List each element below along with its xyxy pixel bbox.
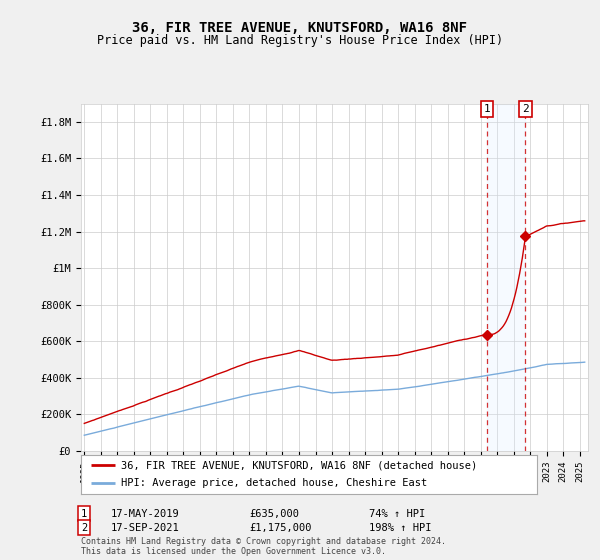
Text: HPI: Average price, detached house, Cheshire East: HPI: Average price, detached house, Ches… [121, 478, 427, 488]
Text: 17-MAY-2019: 17-MAY-2019 [111, 508, 180, 519]
Text: 74% ↑ HPI: 74% ↑ HPI [369, 508, 425, 519]
Bar [487, 104, 526, 451]
Text: Price paid vs. HM Land Registry's House Price Index (HPI): Price paid vs. HM Land Registry's House … [97, 34, 503, 47]
Text: 2: 2 [522, 104, 529, 114]
Text: 17-SEP-2021: 17-SEP-2021 [111, 522, 180, 533]
Text: 1: 1 [484, 104, 490, 114]
Text: 198% ↑ HPI: 198% ↑ HPI [369, 522, 431, 533]
Text: £635,000: £635,000 [249, 508, 299, 519]
Text: £1,175,000: £1,175,000 [249, 522, 311, 533]
Text: 36, FIR TREE AVENUE, KNUTSFORD, WA16 8NF (detached house): 36, FIR TREE AVENUE, KNUTSFORD, WA16 8NF… [121, 460, 478, 470]
Text: 2: 2 [81, 522, 87, 533]
Text: This data is licensed under the Open Government Licence v3.0.: This data is licensed under the Open Gov… [81, 547, 386, 556]
Text: 1: 1 [81, 508, 87, 519]
Text: Contains HM Land Registry data © Crown copyright and database right 2024.: Contains HM Land Registry data © Crown c… [81, 537, 446, 546]
Text: 36, FIR TREE AVENUE, KNUTSFORD, WA16 8NF: 36, FIR TREE AVENUE, KNUTSFORD, WA16 8NF [133, 21, 467, 35]
